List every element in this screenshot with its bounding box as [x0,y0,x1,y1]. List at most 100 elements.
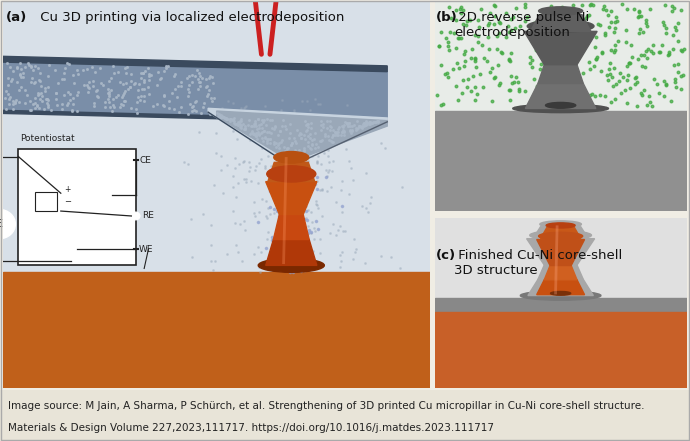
Point [537,100,548,107]
Point [301,172,312,179]
Point [584,92,595,99]
Point [286,254,297,262]
Point [42,104,53,111]
Point [307,141,318,148]
Point [555,7,566,14]
Point [6,77,17,84]
Point [531,83,542,90]
Point [334,264,345,271]
Point [255,121,266,128]
Ellipse shape [258,258,324,272]
Point [284,213,295,220]
Polygon shape [540,228,581,239]
Point [534,96,545,103]
Point [279,242,290,249]
Point [81,65,92,72]
Point [667,45,678,52]
Point [291,203,302,210]
Point [300,202,311,209]
Point [322,168,333,175]
Point [308,122,319,129]
Point [133,80,144,87]
Point [463,75,474,82]
Point [37,97,48,105]
Point [20,63,31,70]
Point [268,141,279,148]
Point [298,145,309,152]
Point [193,86,204,93]
Point [104,98,115,105]
Point [36,92,47,99]
Point [271,187,282,194]
Point [533,16,544,23]
Point [622,100,633,107]
Point [292,223,303,230]
Point [279,118,290,125]
Point [118,81,129,88]
Point [108,70,119,77]
Point [201,92,213,99]
Point [451,7,462,14]
Point [284,219,295,226]
Point [306,136,317,143]
Point [188,102,199,109]
Point [296,248,307,255]
Point [288,216,299,223]
Point [560,51,571,58]
Point [268,175,279,182]
Point [481,57,492,64]
Point [193,79,204,86]
Point [364,200,375,207]
Point [281,236,292,243]
Point [676,47,687,54]
Ellipse shape [539,232,582,240]
Point [344,127,355,134]
Point [282,203,293,210]
Point [511,74,522,81]
Point [273,148,284,155]
Point [170,85,181,92]
Point [24,62,35,69]
Point [276,136,287,143]
Point [278,261,289,268]
Point [302,222,313,229]
Point [289,203,300,210]
Point [204,73,215,80]
Point [68,71,79,78]
Point [293,250,304,258]
Point [299,135,310,142]
Point [50,66,61,73]
Point [493,82,504,89]
Point [351,115,362,122]
Point [507,14,518,21]
Point [277,117,288,124]
Point [546,60,558,67]
Point [289,197,300,204]
Point [344,119,355,126]
Point [277,190,288,197]
Point [504,97,515,104]
Point [311,159,322,166]
Point [658,22,669,29]
Point [302,257,313,264]
Point [297,172,308,179]
Point [582,13,593,20]
Point [269,193,280,200]
Point [295,187,306,194]
Point [262,139,273,146]
Point [261,244,272,251]
Point [276,209,287,216]
Point [641,16,652,23]
Point [249,117,260,124]
Point [118,89,129,96]
Point [363,209,374,216]
Point [279,153,290,160]
Point [210,130,221,137]
Point [325,124,336,131]
Point [305,146,316,153]
Point [125,104,136,111]
Point [215,167,226,174]
Point [294,225,305,232]
Point [33,76,44,83]
Point [362,121,373,128]
